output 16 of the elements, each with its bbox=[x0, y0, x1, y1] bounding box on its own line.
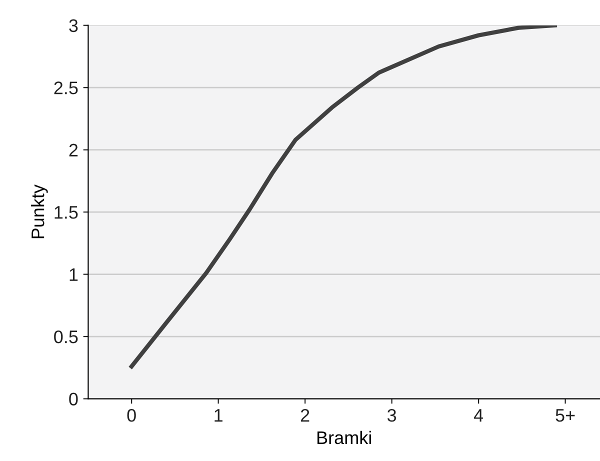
y-tick-label: 3 bbox=[69, 19, 78, 32]
x-tick-label: 4 bbox=[474, 409, 484, 422]
line-series bbox=[129, 25, 557, 368]
y-tick-label: 0.5 bbox=[54, 330, 78, 344]
y-tick-label: 2.5 bbox=[54, 82, 78, 94]
x-tick-label: 3 bbox=[387, 408, 396, 422]
y-axis-title: Punkty bbox=[30, 184, 48, 238]
x-tick-label: 5+ bbox=[556, 409, 575, 422]
x-tick-label: 0 bbox=[127, 408, 136, 422]
x-tick-label: 2 bbox=[300, 408, 310, 422]
y-tick-label: 1 bbox=[70, 268, 78, 281]
y-tick-label: 1.5 bbox=[54, 206, 78, 219]
y-tick-label: 2 bbox=[69, 144, 78, 156]
x-axis-title: Bramki bbox=[317, 430, 371, 444]
y-tick-label: 0 bbox=[69, 392, 78, 406]
x-tick-label: 1 bbox=[214, 409, 222, 422]
